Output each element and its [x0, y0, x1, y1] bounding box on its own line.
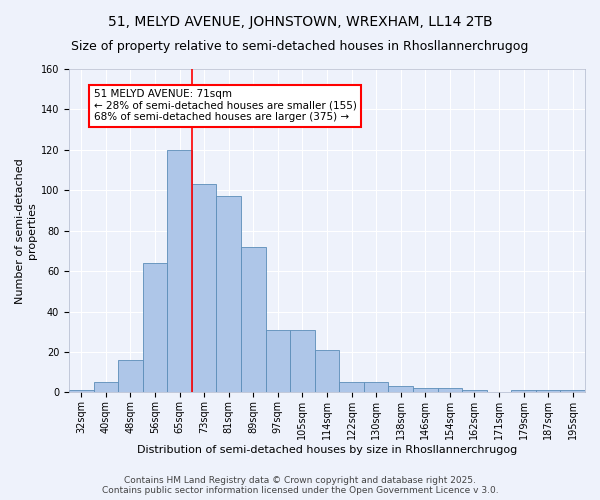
Bar [364, 382, 388, 392]
Bar [511, 390, 536, 392]
Bar [339, 382, 364, 392]
X-axis label: Distribution of semi-detached houses by size in Rhosllannerchrugog: Distribution of semi-detached houses by … [137, 445, 517, 455]
Text: 51 MELYD AVENUE: 71sqm
← 28% of semi-detached houses are smaller (155)
68% of se: 51 MELYD AVENUE: 71sqm ← 28% of semi-det… [94, 89, 356, 122]
Bar [437, 388, 462, 392]
Text: Contains HM Land Registry data © Crown copyright and database right 2025.
Contai: Contains HM Land Registry data © Crown c… [101, 476, 499, 495]
Bar [118, 360, 143, 392]
Bar [241, 247, 266, 392]
Bar [69, 390, 94, 392]
Bar [413, 388, 437, 392]
Text: Size of property relative to semi-detached houses in Rhosllannerchrugog: Size of property relative to semi-detach… [71, 40, 529, 53]
Bar [560, 390, 585, 392]
Bar [388, 386, 413, 392]
Bar [266, 330, 290, 392]
Bar [143, 263, 167, 392]
Bar [462, 390, 487, 392]
Y-axis label: Number of semi-detached
properties: Number of semi-detached properties [15, 158, 37, 304]
Bar [536, 390, 560, 392]
Bar [290, 330, 315, 392]
Bar [94, 382, 118, 392]
Bar [192, 184, 217, 392]
Bar [315, 350, 339, 393]
Bar [167, 150, 192, 392]
Bar [217, 196, 241, 392]
Text: 51, MELYD AVENUE, JOHNSTOWN, WREXHAM, LL14 2TB: 51, MELYD AVENUE, JOHNSTOWN, WREXHAM, LL… [107, 15, 493, 29]
